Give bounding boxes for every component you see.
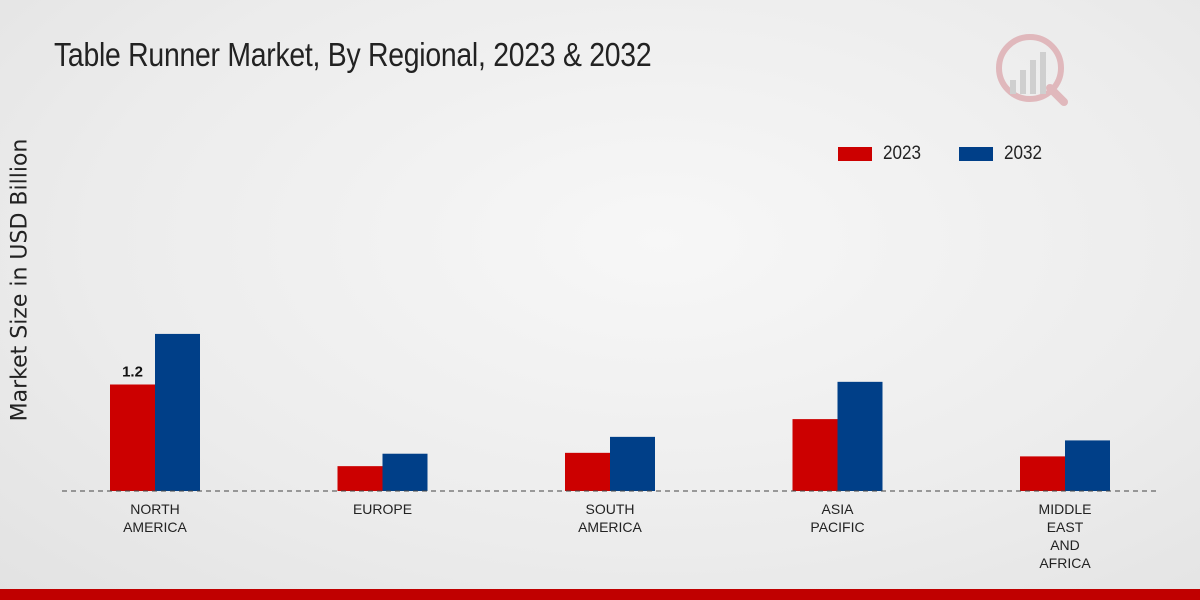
bar-2032-0 [155,333,200,491]
bar-2032-1 [382,453,428,491]
bottom-accent-bar [0,589,1200,600]
chart-legend: 2023 2032 [838,143,1081,165]
bar-2023-2 [565,452,610,491]
x-tick-label-2: SOUTH AMERICA [578,501,642,535]
bar-2032-3 [837,381,883,491]
legend-label-2023: 2023 [883,143,922,164]
bar-2032-4 [1065,440,1110,491]
x-tick-label-4: MIDDLE EAST AND AFRICA [1039,501,1092,571]
x-tick-label-1: EUROPE [353,501,412,517]
bar-2023-3 [792,419,838,491]
chart-title: Table Runner Market, By Regional, 2023 &… [54,36,652,73]
x-tick-label-3: ASIA PACIFIC [810,501,864,535]
data-label-0: 1.2 [122,364,143,381]
bar-2023-4 [1020,456,1065,491]
bar-2023-0 [110,384,155,491]
legend-swatch-2023 [838,147,872,161]
bar-2023-1 [337,466,383,491]
bar-2032-2 [610,436,655,491]
brand-logo-icon [996,34,1068,106]
legend-swatch-2032 [959,147,994,161]
legend-item-2023: 2023 [838,143,925,165]
legend-item-2032: 2032 [959,143,1046,165]
legend-label-2032: 2032 [1004,143,1043,164]
x-tick-label-0: NORTH AMERICA [123,501,187,535]
